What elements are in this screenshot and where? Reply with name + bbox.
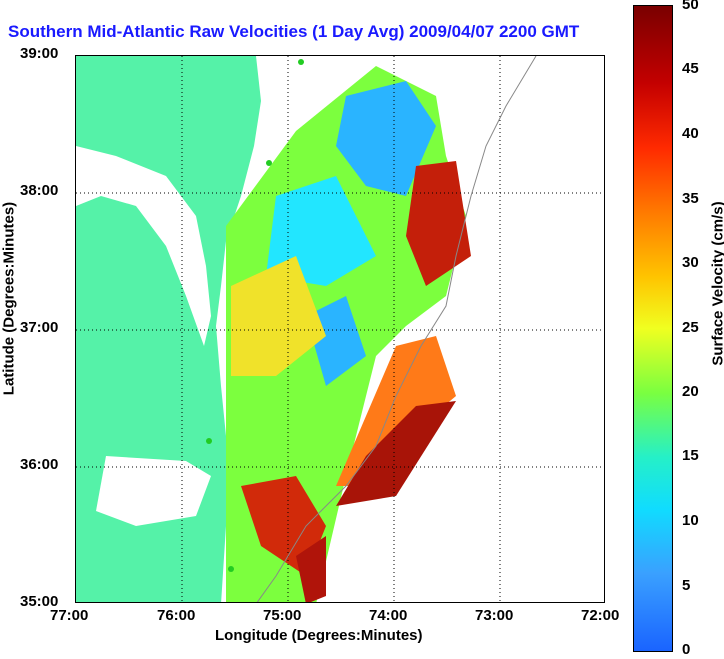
colorbar-tick: 40 <box>682 125 699 142</box>
map-title: Southern Mid-Atlantic Raw Velocities (1 … <box>8 22 580 41</box>
sound-water <box>96 456 211 526</box>
x-tick: 77:00 <box>50 607 89 624</box>
colorbar-tick: 0 <box>682 641 691 658</box>
colorbar <box>633 5 673 652</box>
x-tick: 73:00 <box>475 607 514 624</box>
x-tick: 74:00 <box>369 607 408 624</box>
colorbar-tick: 15 <box>682 447 699 464</box>
bathymetry-contour <box>256 56 537 602</box>
colorbar-tick: 30 <box>682 254 699 271</box>
x-tick: 72:00 <box>581 607 620 624</box>
colorbar-tick: 10 <box>682 512 699 529</box>
map-panel <box>75 55 605 603</box>
x-tick: 75:00 <box>263 607 302 624</box>
map-svg <box>76 56 604 602</box>
bay-water <box>76 146 211 346</box>
colorbar-tick: 5 <box>682 577 691 594</box>
colorbar-tick: 45 <box>682 60 699 77</box>
x-tick: 76:00 <box>157 607 196 624</box>
colorbar-label: Surface Velocity (cm/s) <box>709 201 724 366</box>
y-tick: 38:00 <box>20 182 59 199</box>
y-tick: 35:00 <box>20 593 59 610</box>
y-tick: 37:00 <box>20 319 59 336</box>
station-marker <box>266 160 272 166</box>
y-tick: 39:00 <box>20 45 59 62</box>
y-tick: 36:00 <box>20 456 59 473</box>
y-axis-label: Latitude (Degrees:Minutes) <box>0 201 18 396</box>
colorbar-tick: 20 <box>682 383 699 400</box>
station-marker <box>298 59 304 65</box>
station-marker <box>206 438 212 444</box>
station-marker <box>228 566 234 572</box>
colorbar-tick: 35 <box>682 190 699 207</box>
colorbar-tick: 25 <box>682 319 699 336</box>
grid-lines <box>76 56 604 602</box>
x-axis-label: Longitude (Degrees:Minutes) <box>215 627 423 644</box>
colorbar-tick: 50 <box>682 0 699 13</box>
velocity-field <box>226 66 471 602</box>
